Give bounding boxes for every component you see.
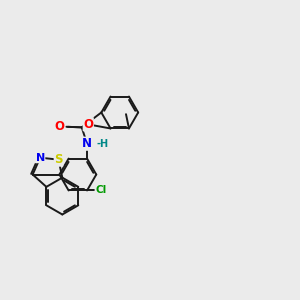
Text: O: O <box>83 118 93 131</box>
Text: N: N <box>35 153 45 163</box>
Text: S: S <box>54 153 63 166</box>
Text: Cl: Cl <box>95 185 106 196</box>
Text: N: N <box>82 137 92 150</box>
Text: O: O <box>55 120 65 133</box>
Text: -H: -H <box>97 139 109 149</box>
